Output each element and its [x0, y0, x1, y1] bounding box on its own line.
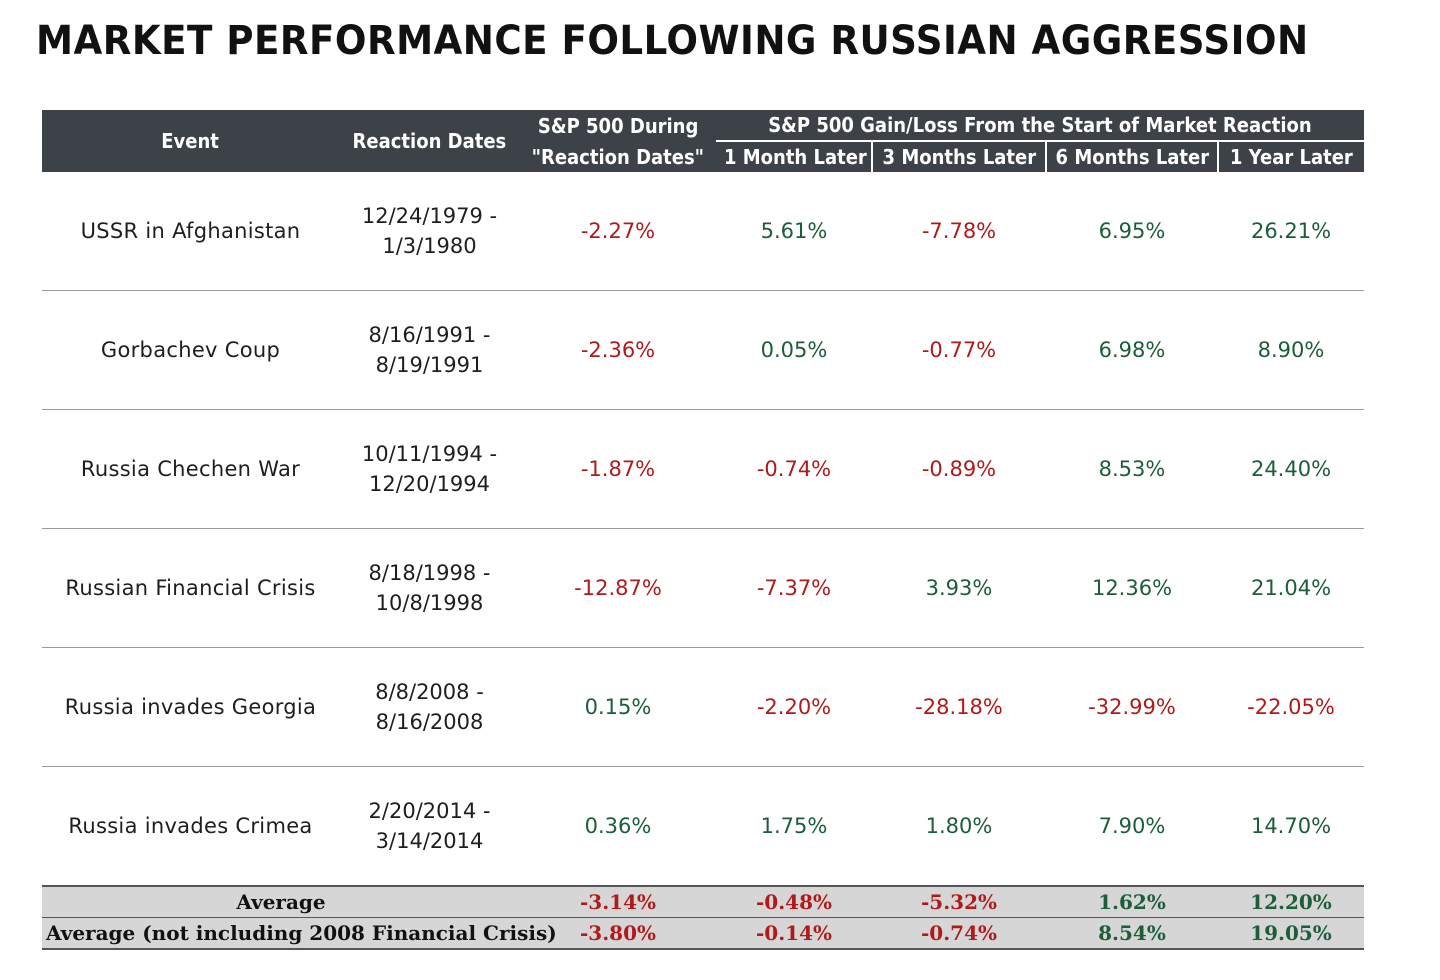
table-row: Russia invades Crimea 2/20/2014 - 3/14/201… — [42, 766, 1364, 887]
average-cell-6-months: 8.54% — [1046, 917, 1218, 950]
date-start: 8/16/1991 - — [368, 323, 491, 347]
date-start: 10/11/1994 - — [361, 442, 498, 466]
cell-event: Russia invades Crimea — [42, 766, 339, 887]
table-header: Event Reaction Dates S&P 500 During S&P … — [42, 110, 1364, 172]
average-label: Average — [42, 886, 520, 918]
cell-during: -2.27% — [520, 172, 716, 291]
date-start: 8/8/2008 - — [375, 680, 484, 704]
table-row: Russia Chechen War 10/11/1994 - 12/20/1994… — [42, 409, 1364, 529]
cell-event: Russian Financial Crisis — [42, 528, 339, 648]
table-body: USSR in Afghanistan 12/24/1979 - 1/3/1980 -… — [42, 172, 1364, 887]
cell-reaction-dates: 12/24/1979 - 1/3/1980 — [339, 172, 520, 291]
average-cell-3-months: -5.32% — [872, 886, 1046, 918]
cell-1-year: 21.04% — [1218, 528, 1364, 648]
header-during-line1: S&P 500 During — [520, 110, 716, 141]
cell-event: Gorbachev Coup — [42, 290, 339, 410]
header-during-line2: "Reaction Dates" — [520, 141, 716, 172]
average-cell-during: -3.14% — [520, 886, 716, 918]
date-end: 1/3/1980 — [382, 234, 477, 258]
cell-during: -1.87% — [520, 409, 716, 529]
cell-6-months: 8.53% — [1046, 409, 1218, 529]
header-1-year: 1 Year Later — [1217, 141, 1364, 172]
cell-event: Russia invades Georgia — [42, 647, 339, 767]
header-event: Event — [42, 110, 339, 172]
header-3-months: 3 Months Later — [871, 141, 1046, 172]
date-end: 8/16/2008 — [375, 710, 484, 734]
date-start: 2/20/2014 - — [368, 799, 491, 823]
average-row: Average -3.14% -0.48% -5.32% 1.62% 12.20% — [42, 886, 1364, 918]
header-gain-loss-group: S&P 500 Gain/Loss From the Start of Mark… — [716, 110, 1364, 142]
table-row: USSR in Afghanistan 12/24/1979 - 1/3/1980 -… — [42, 172, 1364, 291]
average-cell-1-month: -0.14% — [716, 917, 872, 950]
cell-during: 0.15% — [520, 647, 716, 767]
average-cell-3-months: -0.74% — [872, 917, 1046, 950]
date-start: 8/18/1998 - — [368, 561, 491, 585]
date-end: 12/20/1994 — [368, 472, 491, 496]
cell-1-month: -7.37% — [716, 528, 872, 648]
date-end: 10/8/1998 — [375, 591, 484, 615]
cell-3-months: -28.18% — [872, 647, 1046, 767]
average-cell-1-year: 19.05% — [1218, 917, 1364, 950]
average-label: Average (not including 2008 Financial Cr… — [42, 917, 557, 950]
cell-6-months: 6.98% — [1046, 290, 1218, 410]
average-cell-1-month: -0.48% — [716, 886, 872, 918]
table-row: Russian Financial Crisis 8/18/1998 - 10/8/… — [42, 528, 1364, 648]
cell-6-months: 12.36% — [1046, 528, 1218, 648]
page-title: MARKET PERFORMANCE FOLLOWING RUSSIAN AGG… — [36, 18, 1309, 64]
date-start: 12/24/1979 - — [361, 204, 498, 228]
header-6-months: 6 Months Later — [1045, 141, 1218, 172]
cell-1-month: -0.74% — [716, 409, 872, 529]
cell-reaction-dates: 8/8/2008 - 8/16/2008 — [339, 647, 520, 767]
cell-1-year: 8.90% — [1218, 290, 1364, 410]
average-cell-1-year: 12.20% — [1218, 886, 1364, 918]
cell-reaction-dates: 2/20/2014 - 3/14/2014 — [339, 766, 520, 887]
cell-event: USSR in Afghanistan — [42, 172, 339, 291]
table-row: Russia invades Georgia 8/8/2008 - 8/16/200… — [42, 647, 1364, 767]
cell-during: -12.87% — [520, 528, 716, 648]
cell-reaction-dates: 10/11/1994 - 12/20/1994 — [339, 409, 520, 529]
cell-3-months: -0.89% — [872, 409, 1046, 529]
date-end: 3/14/2014 — [375, 829, 484, 853]
cell-1-month: 1.75% — [716, 766, 872, 887]
cell-3-months: 1.80% — [872, 766, 1046, 887]
cell-1-month: -2.20% — [716, 647, 872, 767]
performance-table: Event Reaction Dates S&P 500 During S&P … — [42, 110, 1364, 950]
header-1-month: 1 Month Later — [716, 141, 872, 172]
cell-3-months: 3.93% — [872, 528, 1046, 648]
average-cell-during: -3.80% — [520, 917, 716, 950]
cell-1-month: 0.05% — [716, 290, 872, 410]
average-cell-6-months: 1.62% — [1046, 886, 1218, 918]
cell-1-month: 5.61% — [716, 172, 872, 291]
table-row: Gorbachev Coup 8/16/1991 - 8/19/1991 -2.36%… — [42, 290, 1364, 410]
cell-event: Russia Chechen War — [42, 409, 339, 529]
cell-reaction-dates: 8/16/1991 - 8/19/1991 — [339, 290, 520, 410]
cell-during: -2.36% — [520, 290, 716, 410]
cell-during: 0.36% — [520, 766, 716, 887]
average-excluding-row: Average (not including 2008 Financial Cr… — [42, 917, 1364, 950]
cell-3-months: -0.77% — [872, 290, 1046, 410]
cell-1-year: -22.05% — [1218, 647, 1364, 767]
header-reaction-dates: Reaction Dates — [339, 110, 520, 172]
date-end: 8/19/1991 — [375, 353, 484, 377]
cell-reaction-dates: 8/18/1998 - 10/8/1998 — [339, 528, 520, 648]
table-averages: Average -3.14% -0.48% -5.32% 1.62% 12.20% Aver… — [42, 886, 1364, 950]
cell-1-year: 26.21% — [1218, 172, 1364, 291]
cell-3-months: -7.78% — [872, 172, 1046, 291]
cell-6-months: 7.90% — [1046, 766, 1218, 887]
cell-1-year: 14.70% — [1218, 766, 1364, 887]
cell-6-months: 6.95% — [1046, 172, 1218, 291]
cell-1-year: 24.40% — [1218, 409, 1364, 529]
cell-6-months: -32.99% — [1046, 647, 1218, 767]
